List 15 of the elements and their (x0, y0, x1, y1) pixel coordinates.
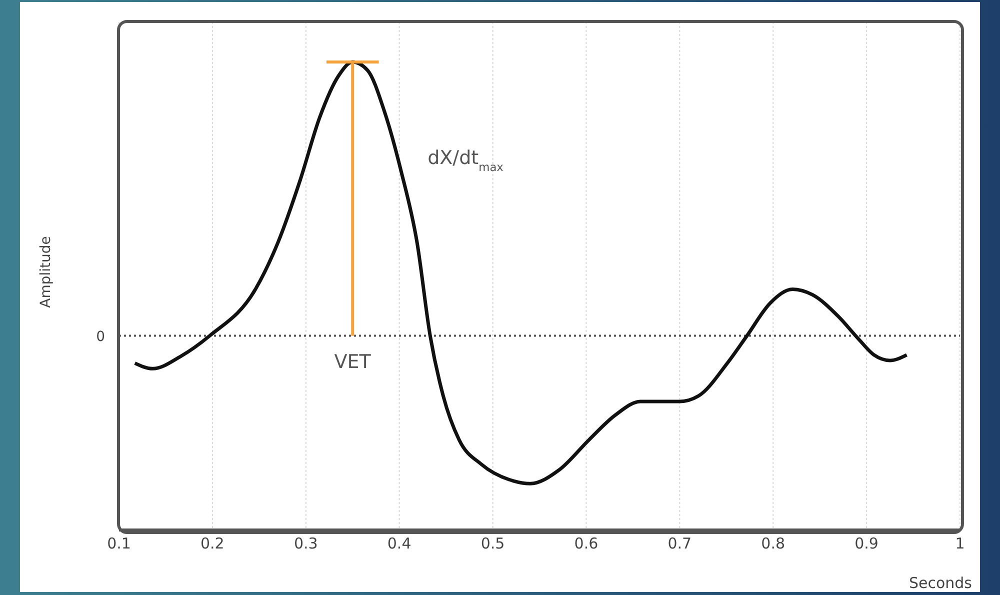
x-tick-label: 0.2 (200, 534, 224, 553)
x-tick-label: 0.1 (107, 534, 131, 553)
annotation: VET (334, 350, 372, 373)
annotation: dX/dt$_{max}$ (428, 147, 504, 174)
x-tick-label: 0.3 (294, 534, 318, 553)
x-tick-label: 0.6 (574, 534, 598, 553)
x-tick-label: 0.4 (387, 534, 412, 553)
x-tick-label: 0.5 (480, 534, 505, 553)
x-tick-label: 0.9 (854, 534, 878, 553)
y-axis-title: Amplitude (38, 236, 54, 308)
x-axis-title: Seconds (908, 574, 972, 592)
ref-line-label: 0 (96, 328, 105, 345)
x-tick-label: 0.8 (761, 534, 786, 553)
x-tick-label: 0.7 (668, 534, 692, 553)
x-tick-label: 1 (955, 534, 965, 553)
